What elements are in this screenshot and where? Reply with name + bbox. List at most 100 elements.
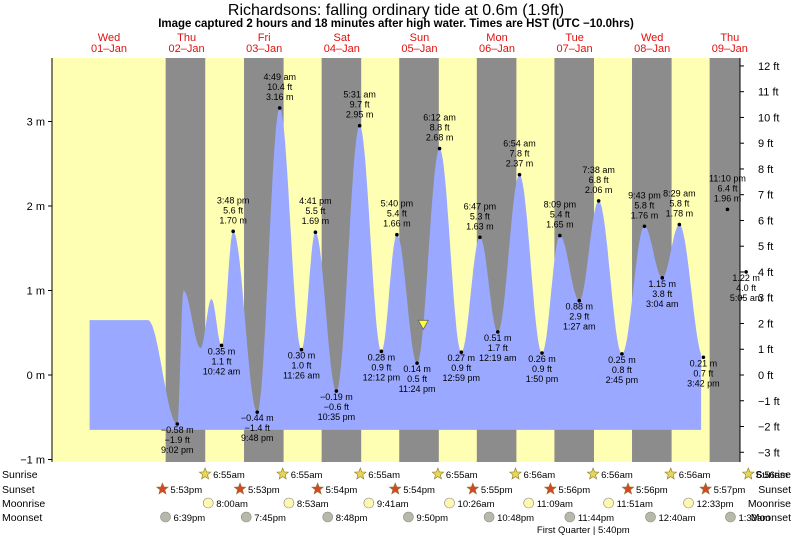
tide-extreme-point xyxy=(379,349,384,354)
tide-area xyxy=(89,108,702,430)
high-tide-label: 6:12 am8.8 ft2.68 m xyxy=(423,113,456,143)
moonrise-moon-icon xyxy=(202,497,214,509)
tide-extreme-point xyxy=(478,235,482,240)
sunrise-row-label-left: Sunrise xyxy=(2,469,38,481)
moonset-moon-icon xyxy=(240,511,252,523)
tide-extreme-point xyxy=(495,330,500,334)
low-tide-label: 1.22 m4.0 ft5:05 am xyxy=(730,273,763,303)
moonrise-moon-icon xyxy=(603,497,614,509)
tide-label-line: 10:42 am xyxy=(203,366,241,376)
moonset-time: 11:44pm xyxy=(578,513,614,524)
tide-label-line: 9:43 pm xyxy=(628,190,661,200)
right-tick-label: 0 ft xyxy=(758,370,773,382)
tide-label-line: 1.22 m xyxy=(732,273,760,283)
moonset-time: 9:50pm xyxy=(416,513,448,524)
tide-extreme-point xyxy=(677,222,682,227)
low-tide-label: 0.88 m2.9 ft1:27 am xyxy=(563,302,596,332)
moonset-row-label-right: Moonset xyxy=(751,512,791,524)
tide-extreme-point xyxy=(437,146,442,151)
moonrise-moon-icon xyxy=(523,497,534,509)
high-tide-label: 5:31 am9.7 ft2.95 m xyxy=(343,90,376,120)
tide-label-line: 0.30 m xyxy=(288,351,316,361)
high-tide-label: 11:10 pm6.4 ft1.96 m xyxy=(709,173,746,203)
sunrise-time: 6:55am xyxy=(368,470,400,481)
tide-label-line: 6:54 am xyxy=(503,139,536,149)
tide-label-line: 5:05 am xyxy=(730,293,763,303)
tide-label-line: 7:38 am xyxy=(582,165,615,175)
chart-title: Richardsons: falling ordinary tide at 0.… xyxy=(228,2,564,19)
tide-label-line: 5.4 ft xyxy=(387,209,408,219)
tide-label-line: 0.5 ft xyxy=(407,374,428,384)
moonrise-time: 8:53am xyxy=(297,499,329,510)
sunrise-star-icon xyxy=(509,467,522,480)
day-label-date: 08–Jan xyxy=(634,43,670,55)
tide-label-line: 0.25 m xyxy=(608,355,636,365)
moonset-time: 12:40am xyxy=(659,513,696,524)
tide-label-line: 9:48 pm xyxy=(241,433,274,443)
sunrise-time: 6:55am xyxy=(213,470,245,481)
day-label-dow: Fri xyxy=(258,32,271,44)
moonset-moon-icon xyxy=(160,511,171,523)
sunrise-time: 6:56am xyxy=(524,470,556,481)
tide-label-line: −0.44 m xyxy=(241,413,274,423)
right-tick-label: 4 ft xyxy=(758,267,773,279)
tide-extreme-point xyxy=(596,199,601,203)
sunrise-time: 6:56am xyxy=(679,470,711,481)
tide-extreme-point xyxy=(395,232,399,237)
tide-label-line: 1.0 ft xyxy=(291,361,312,371)
tide-label-line: 9:02 pm xyxy=(161,445,194,455)
moonset-moon-icon xyxy=(483,511,495,523)
moonrise-time: 9:41am xyxy=(377,499,409,510)
moonset-time: 10:48pm xyxy=(497,513,534,524)
moonset-moon-icon xyxy=(403,511,414,523)
moonrise-row-label-left: Moonrise xyxy=(2,498,45,510)
sunset-star-icon xyxy=(621,482,635,495)
tide-label-line: 2.37 m xyxy=(506,159,534,169)
moonset-moon-icon xyxy=(564,511,576,523)
tide-label-line: 8.8 ft xyxy=(430,123,451,133)
tide-label-line: 0.9 ft xyxy=(532,364,553,374)
tide-extreme-point xyxy=(540,351,544,355)
tide-label-line: 1.15 m xyxy=(649,279,677,289)
left-tick-label: 0 m xyxy=(27,370,45,382)
tide-label-line: −1.9 ft xyxy=(165,435,191,445)
day-label-date: 07–Jan xyxy=(557,43,593,55)
sunset-time: 5:55pm xyxy=(481,485,513,496)
tide-label-line: 1.96 m xyxy=(714,193,742,203)
tide-label-line: 1.66 m xyxy=(383,219,411,229)
right-tick-label: −2 ft xyxy=(758,422,780,434)
right-tick-label: −1 ft xyxy=(758,396,780,408)
tide-label-line: 5:40 pm xyxy=(381,199,414,209)
tide-extreme-point xyxy=(459,350,464,354)
low-tide-label: 1.15 m3.8 ft3:04 am xyxy=(646,279,679,309)
moonrise-row-label-right: Moonrise xyxy=(748,498,791,510)
night-band xyxy=(709,58,740,462)
tide-label-line: 3.8 ft xyxy=(652,289,673,299)
tide-label-line: 11:10 pm xyxy=(709,173,746,183)
tide-extreme-point xyxy=(357,123,362,128)
tide-extreme-point xyxy=(620,352,624,356)
plot-area: 3 m 2 m 1 m 0 m −1 m 12 ft 11 ft 10 ft 9 ft 8 ft 7… xyxy=(20,58,780,467)
tide-extreme-point xyxy=(558,233,562,238)
high-tide-label: 4:41 pm5.5 ft1.69 m xyxy=(299,196,332,226)
tide-label-line: 6:47 pm xyxy=(464,201,497,211)
day-label-date: 01–Jan xyxy=(91,43,127,55)
tide-label-line: 2.06 m xyxy=(585,185,613,195)
tide-extreme-point xyxy=(660,276,665,280)
sunset-star-icon xyxy=(388,482,402,495)
tide-label-line: 12:19 am xyxy=(479,353,517,363)
day-label-date: 02–Jan xyxy=(169,43,205,55)
tide-label-line: 11:24 pm xyxy=(399,384,436,394)
sunset-star-icon xyxy=(543,482,557,495)
sunset-star-icon xyxy=(311,482,325,495)
sunset-star-icon xyxy=(466,482,480,495)
day-labels: Wed01–JanThu02–JanFri03–JanSat04–JanSun0… xyxy=(91,32,748,55)
tide-label-line: 3:42 pm xyxy=(687,378,720,388)
tide-label-line: 2.9 ft xyxy=(569,312,590,322)
tide-label-line: 0.21 m xyxy=(690,358,718,368)
sunrise-star-icon xyxy=(276,467,290,480)
